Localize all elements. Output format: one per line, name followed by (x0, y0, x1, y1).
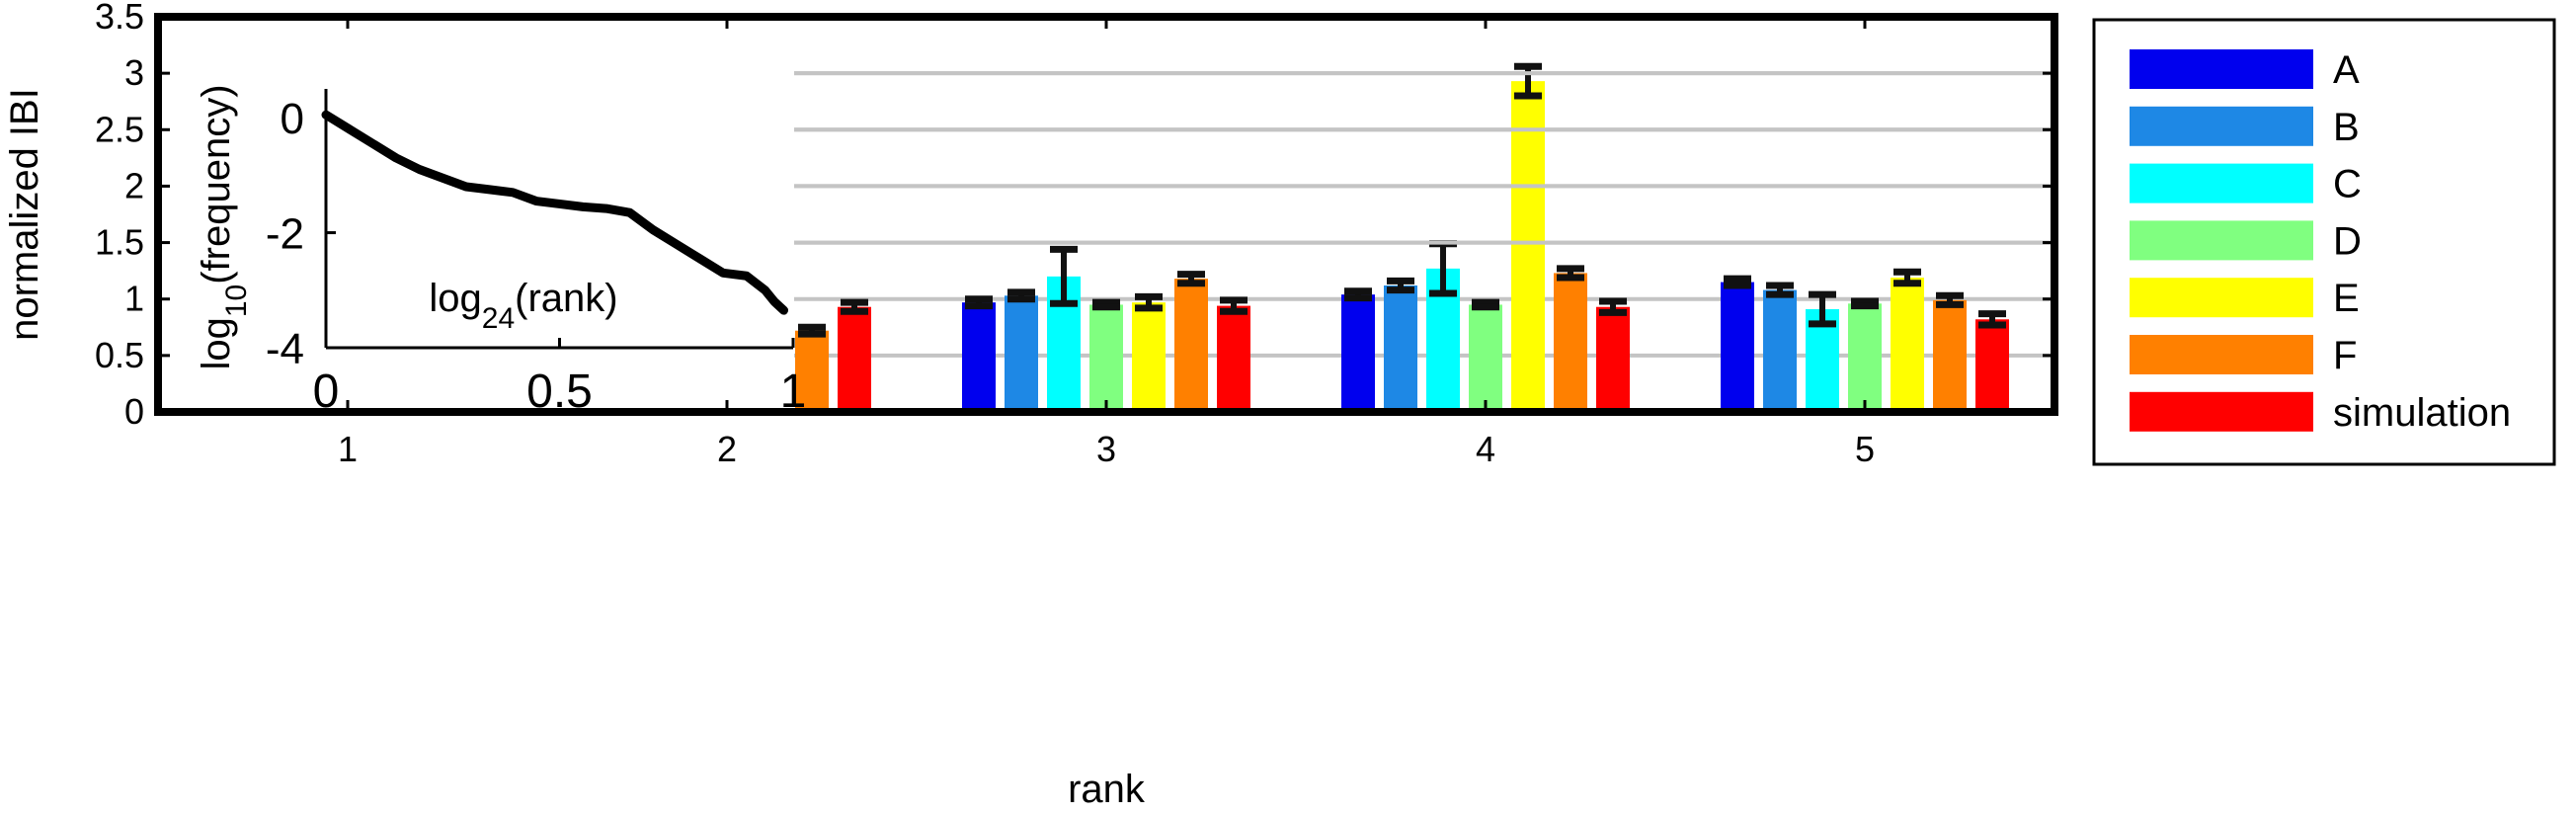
bar (1341, 294, 1375, 412)
x-tick-label: 1 (338, 429, 358, 469)
y-tick-label: 0.5 (95, 335, 144, 375)
y-tick-label: 1.5 (95, 222, 144, 263)
x-axis-label: rank (1068, 768, 1146, 811)
y-tick-label: 1 (124, 279, 144, 319)
bar (1005, 295, 1038, 412)
bar (1554, 273, 1587, 412)
inset-y-tick-label: -2 (266, 210, 304, 259)
inset-y-tick-label: -4 (266, 325, 304, 373)
bar (1469, 304, 1502, 412)
legend-label: A (2333, 48, 2360, 92)
legend-label: D (2333, 219, 2362, 263)
y-tick-label: 3 (124, 52, 144, 93)
plot-frame (154, 13, 2058, 416)
legend-swatch (2130, 106, 2313, 146)
bar (1891, 278, 1924, 412)
bar (1089, 304, 1123, 412)
axes: 0 0.5 1 1.5 2 2.5 3 3.5 1 2 3 4 5 rank normalized IBI (3, 0, 2058, 811)
legend-swatch (2130, 278, 2313, 318)
inset-series-line (321, 110, 789, 315)
bar (1384, 285, 1417, 412)
bar (795, 330, 829, 412)
legend-swatch (2130, 220, 2313, 261)
legend-swatch (2130, 163, 2313, 204)
bar (1596, 306, 1630, 412)
y-tick-label: 0 (124, 391, 144, 432)
legend-label: E (2333, 277, 2360, 320)
inset-x-axis-label: log24(rank) (429, 277, 617, 335)
legend-swatch (2130, 335, 2313, 374)
x-tick-label: 3 (1096, 429, 1116, 469)
inset-background (162, 22, 794, 409)
bar (1721, 282, 1754, 412)
y-axis-label: normalized IBI (3, 88, 46, 341)
legend-label: B (2333, 106, 2360, 149)
y-tick-label: 2.5 (95, 109, 144, 149)
x-tick-label: 2 (717, 429, 737, 469)
x-tick-label: 5 (1855, 429, 1875, 469)
legend-label: C (2333, 163, 2362, 206)
y-tick-label: 2 (124, 165, 144, 205)
inset-y-axis-label: log10(frequency) (195, 84, 253, 369)
x-tick-label: 4 (1476, 429, 1495, 469)
bar (1174, 279, 1208, 412)
bar (1763, 289, 1797, 412)
bar (962, 302, 996, 412)
bar (1132, 302, 1166, 412)
bar (838, 306, 871, 412)
bar (1975, 319, 2009, 412)
bar (1511, 81, 1545, 413)
inset-y-tick-label: 0 (281, 95, 304, 143)
legend-swatch (2130, 391, 2313, 432)
legend-label: simulation (2333, 391, 2511, 435)
legend-label: F (2333, 334, 2357, 377)
y-tick-label: 3.5 (95, 0, 144, 37)
bar (1217, 305, 1250, 412)
legend-swatch (2130, 49, 2313, 89)
bar (1933, 299, 1967, 412)
bar (1848, 303, 1882, 412)
